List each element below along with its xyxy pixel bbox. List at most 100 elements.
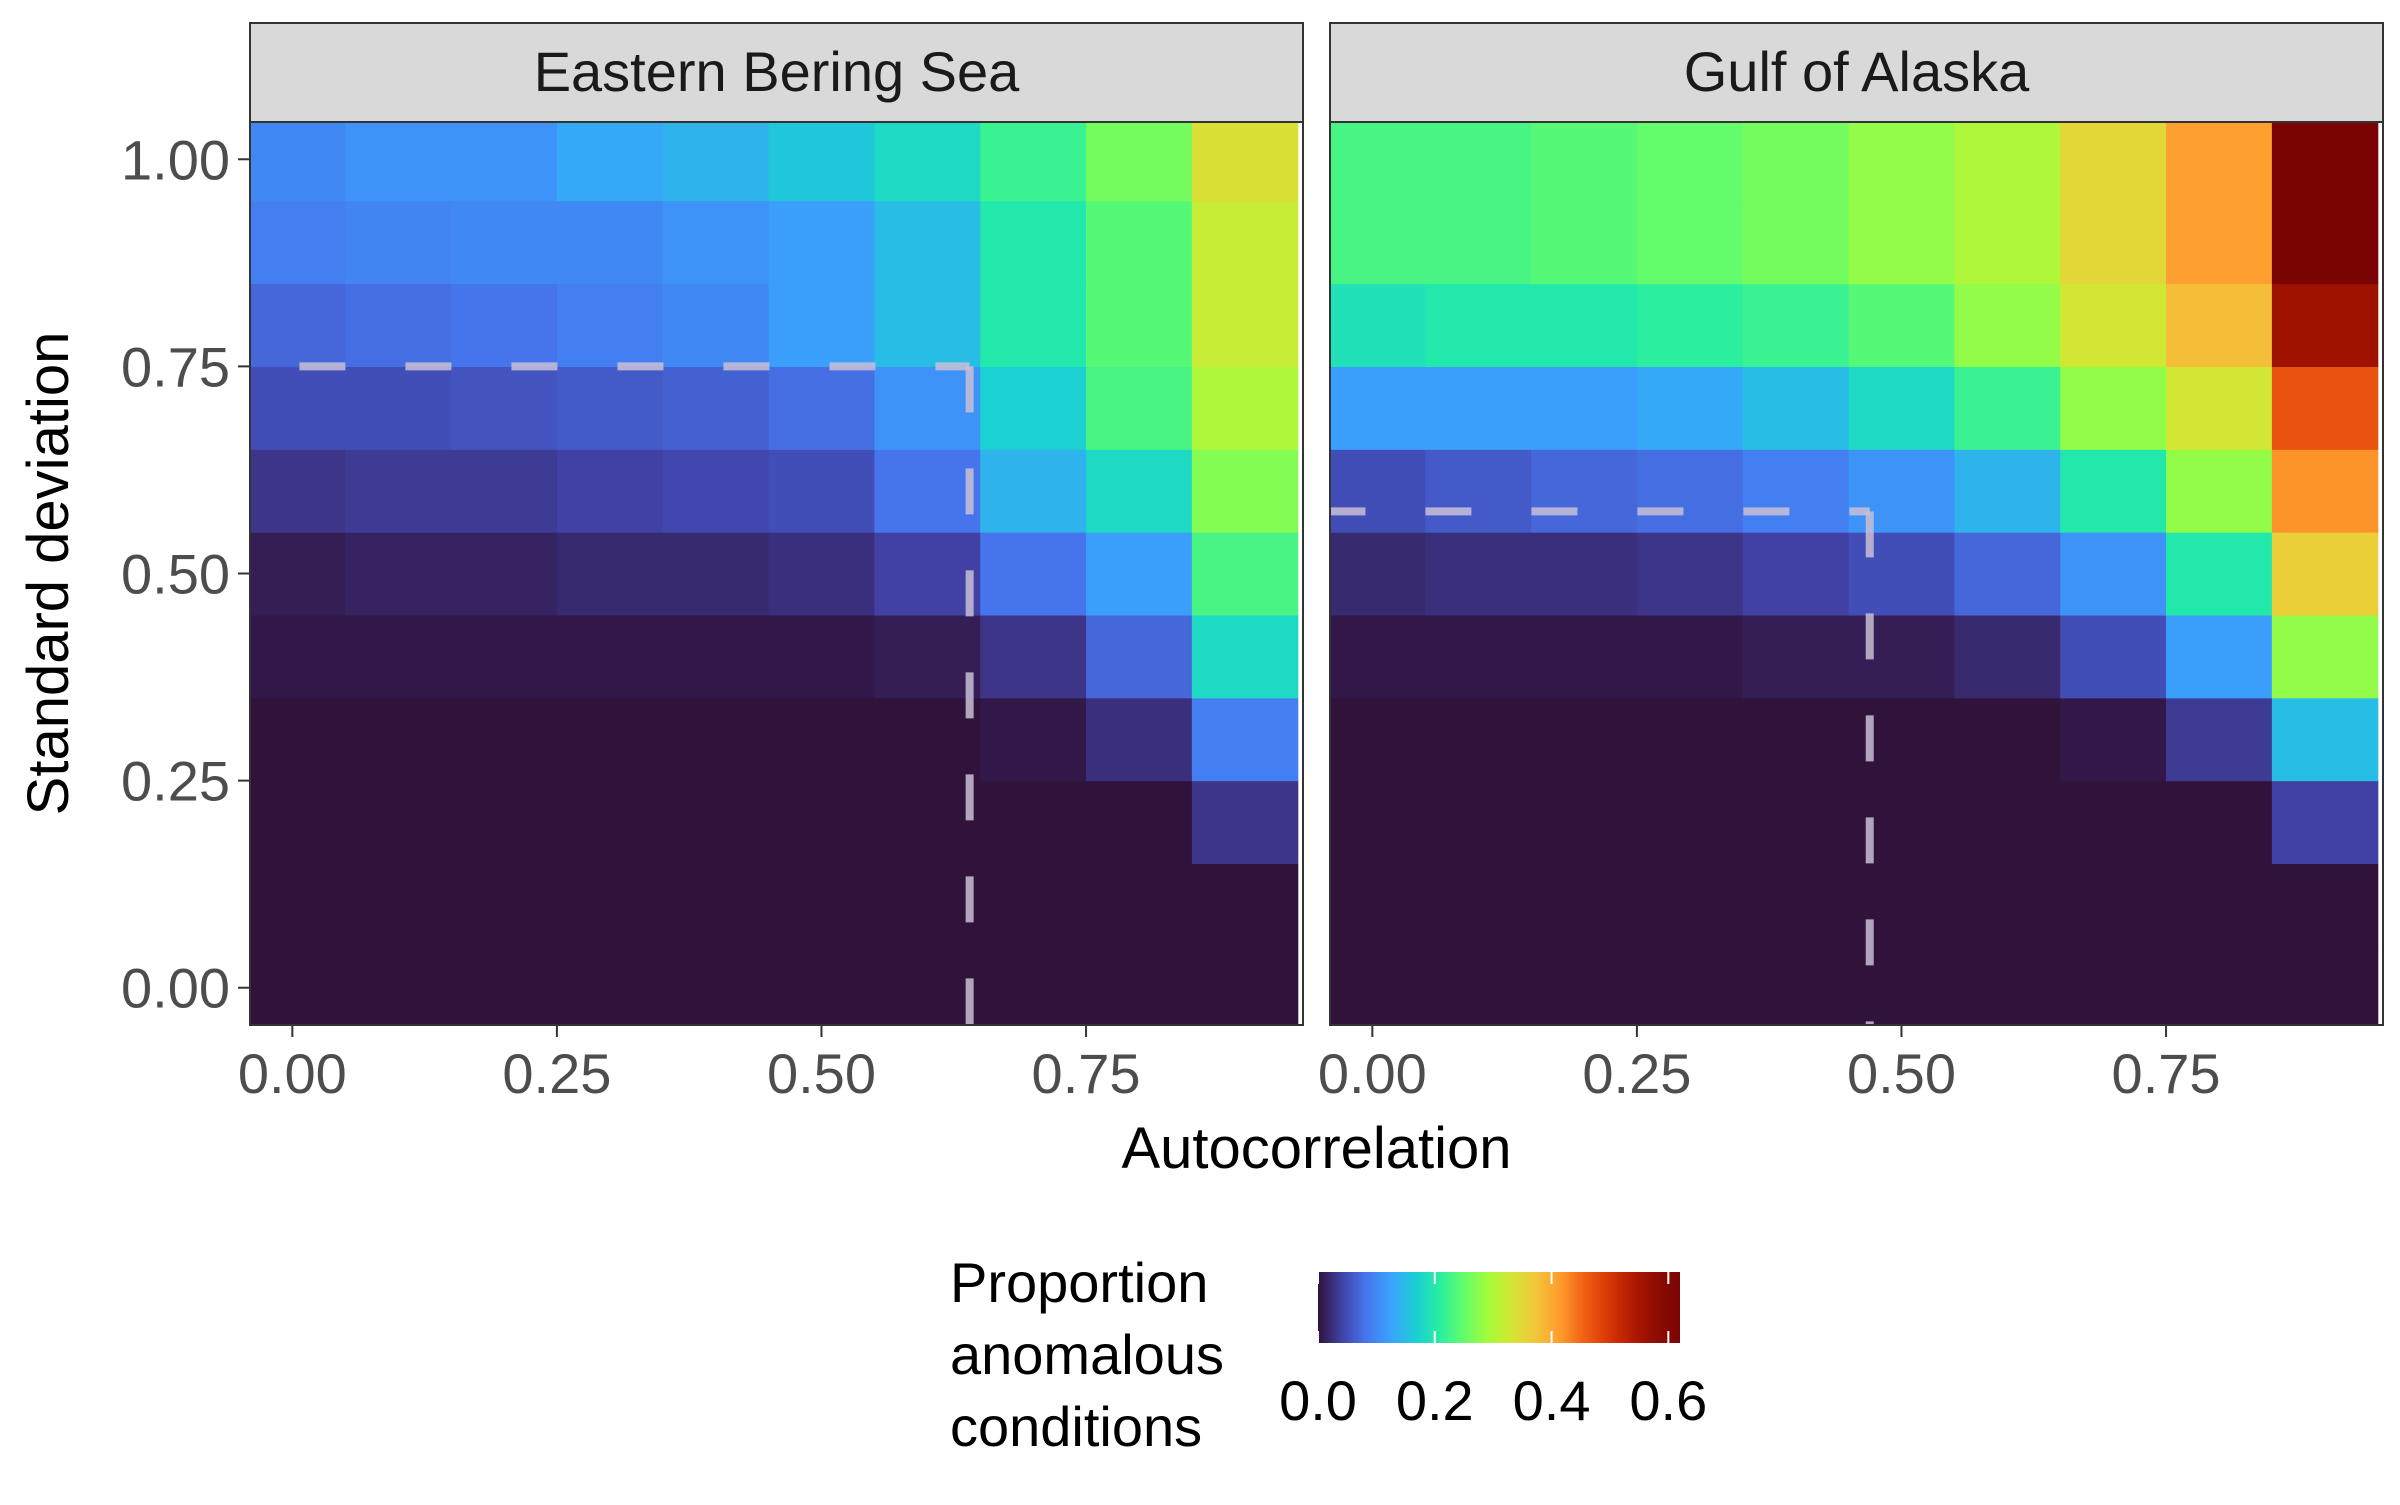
heatmap-tile [2060,697,2167,782]
heatmap-tile [1954,863,2061,947]
heatmap-tile [1531,780,1638,865]
facet-strip-label: Eastern Bering Sea [534,40,1020,103]
heatmap-tile [1330,283,1426,367]
heatmap-tile [1636,366,1744,450]
heatmap-tile [2271,946,2379,1025]
heatmap-tile [1086,200,1193,285]
facet-strip-label: Gulf of Alaska [1684,40,2030,103]
heatmap-tile [1531,122,1638,202]
heatmap-tile [2060,283,2167,367]
heatmap-tile [250,283,346,367]
heatmap-tile [451,697,558,782]
heatmap-tile [662,200,770,285]
heatmap-tile [1086,697,1193,782]
heatmap-tile [250,780,346,865]
heatmap-tile [2271,449,2379,533]
heatmap-tile [768,449,875,533]
heatmap-tile [2166,200,2273,285]
heatmap-tile [980,946,1087,1025]
heatmap-tile [2271,780,2379,865]
heatmap-tile [345,532,452,616]
heatmap-tile [768,122,875,202]
heatmap-tile [1531,532,1638,616]
heatmap-tile [556,946,664,1025]
heatmap-tile [980,200,1087,285]
heatmap-tile [2271,532,2379,616]
heatmap-tile [1636,614,1744,699]
heatmap-tile [874,946,981,1025]
heatmap-tile [662,366,770,450]
heatmap-tile [1742,122,1850,202]
heatmap-tile [874,200,981,285]
y-tick-label: 0.00 [121,957,230,1020]
heatmap-tile [874,449,981,533]
heatmap-tile [1636,283,1744,367]
heatmap-tile [1848,366,1955,450]
heatmap-tile [1848,614,1955,699]
heatmap-tile [662,283,770,367]
heatmap-tile [980,532,1087,616]
heatmap-tile [1191,283,1299,367]
heatmap-tile [980,449,1087,533]
heatmap-tile [1425,366,1532,450]
colorbar-tick-label: 0.4 [1513,1369,1591,1432]
heatmap-tile [1086,283,1193,367]
heatmap-tile [2166,366,2273,450]
heatmap-tile [980,366,1087,450]
panel-eastern-bering-sea: Eastern Bering Sea 0.00 0.25 0.50 0.75 [238,22,1304,1105]
heatmap-tile [556,697,664,782]
heatmap-tile [662,614,770,699]
heatmap-tile [1531,863,1638,947]
heatmap-tile [345,863,452,947]
colorbar-tick-label: 0.6 [1629,1369,1707,1432]
heatmap-tile [1191,614,1299,699]
x-tick-label: 0.25 [502,1042,611,1105]
heatmap-tile [1954,366,2061,450]
heatmap-tile [2166,863,2273,947]
heatmap-tile [1742,614,1850,699]
heatmap-tile [662,946,770,1025]
heatmap-tile [2271,122,2379,202]
heatmap-tile [451,366,558,450]
heatmap-tile [1848,283,1955,367]
x-tick-label: 0.50 [767,1042,876,1105]
y-tick-label: 1.00 [121,128,230,191]
heatmap-tile [250,946,346,1025]
colorbar-legend: Proportion anomalous conditions 0.0 0.2 0.4 0.… [950,1251,1707,1458]
heatmap-tile [1742,200,1850,285]
y-tick-label: 0.50 [121,543,230,606]
heatmap-tile [1954,780,2061,865]
heatmap-tile [1425,863,1532,947]
heatmap-tile [1531,697,1638,782]
heatmap-tile [662,697,770,782]
heatmap-tile [1425,532,1532,616]
heatmap-tile [1636,449,1744,533]
heatmap-tile [1425,122,1532,202]
heatmap-tile [980,283,1087,367]
heatmap-tile [451,614,558,699]
heatmap-tile [1531,449,1638,533]
heatmap-tile [1531,614,1638,699]
heatmap-tile [2271,614,2379,699]
x-tick-label: 0.00 [1318,1042,1427,1105]
heatmap-tile [1086,532,1193,616]
heatmap-tile [250,863,346,947]
heatmap-tile [1742,863,1850,947]
heatmap-tile [1330,122,1426,202]
heatmap-tile [874,863,981,947]
heatmap-tile [874,532,981,616]
heatmap-tile [451,946,558,1025]
heatmap-tile [1531,200,1638,285]
heatmap-tile [980,122,1087,202]
heatmap-tile [250,200,346,285]
heatmap-tile [1848,863,1955,947]
heatmap-tile [1848,449,1955,533]
heatmap-tile [1954,122,2061,202]
heatmap-tile [662,449,770,533]
heatmap-tile [2060,449,2167,533]
heatmap-tile [768,532,875,616]
heatmap-tile [662,122,770,202]
heatmap-tile [2271,863,2379,947]
heatmap-tile [1191,946,1299,1025]
